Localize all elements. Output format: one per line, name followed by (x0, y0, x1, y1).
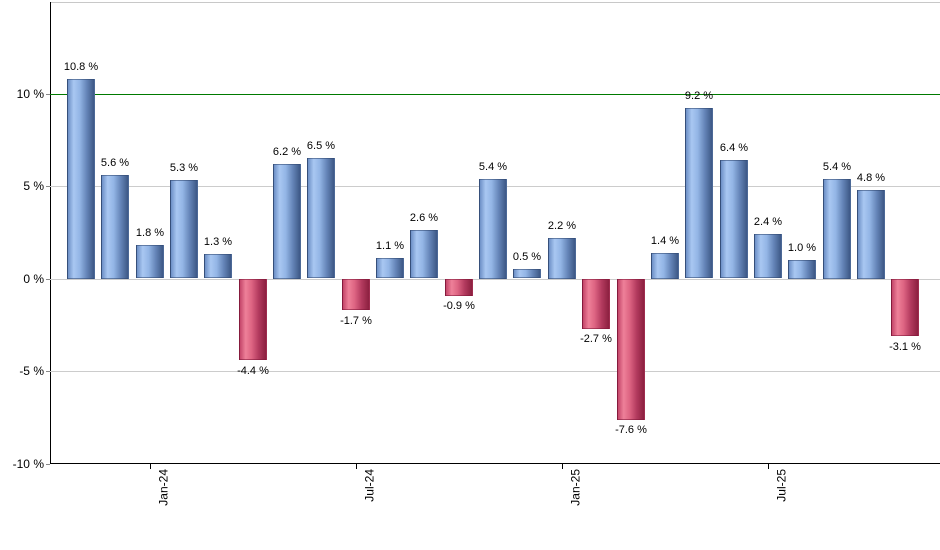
bar-value-label: -1.7 % (340, 315, 372, 327)
bar-value-label: 6.2 % (272, 146, 302, 158)
bar (376, 258, 404, 278)
bar (479, 179, 507, 279)
bar-value-label: 2.2 % (547, 220, 577, 232)
bar-value-label: 5.4 % (478, 161, 508, 173)
x-tick-label: Jan-25 (569, 469, 583, 506)
y-tick-mark (46, 464, 50, 465)
y-tick-label: 0 % (23, 272, 44, 286)
bar (136, 245, 164, 278)
bar (410, 230, 438, 278)
bar-value-label: 5.3 % (169, 162, 199, 174)
plot-top-border (50, 2, 940, 3)
x-tick-label: Jan-24 (157, 469, 171, 506)
bar (823, 179, 851, 279)
y-tick-label: 5 % (23, 179, 44, 193)
bar-value-label: -3.1 % (889, 341, 921, 353)
x-tick-mark (768, 463, 769, 469)
y-tick-label: -5 % (19, 364, 44, 378)
bar-value-label: 1.3 % (203, 236, 233, 248)
bar (204, 254, 232, 278)
y-tick-mark (46, 186, 50, 187)
bar (891, 279, 919, 336)
y-axis-line (50, 2, 51, 463)
y-tick-label: -10 % (12, 457, 44, 471)
bar-value-label: 9.2 % (684, 90, 714, 102)
bar-value-label: 10.8 % (63, 61, 99, 73)
x-tick-mark (150, 463, 151, 469)
bar-value-label: -0.9 % (443, 300, 475, 312)
bar (720, 160, 748, 278)
y-gridline (50, 371, 940, 372)
x-axis-line (50, 463, 940, 464)
bar (67, 79, 95, 279)
x-tick-mark (562, 463, 563, 469)
bar (342, 279, 370, 310)
bar (788, 260, 816, 279)
bar (239, 279, 267, 360)
bar (170, 180, 198, 278)
x-tick-label: Jul-24 (363, 469, 377, 502)
bar-value-label: 4.8 % (856, 172, 886, 184)
y-tick-mark (46, 279, 50, 280)
bar-value-label: 2.6 % (409, 212, 439, 224)
bar (101, 175, 129, 279)
bar (513, 269, 541, 278)
bar-value-label: 5.6 % (100, 157, 130, 169)
bar-value-label: 6.4 % (719, 142, 749, 154)
y-tick-label: 10 % (16, 87, 44, 101)
x-tick-mark (356, 463, 357, 469)
y-gridline (50, 279, 940, 280)
bar (307, 158, 335, 278)
y-tick-mark (46, 371, 50, 372)
bar-value-label: -4.4 % (237, 365, 269, 377)
bar (685, 108, 713, 278)
bar (617, 279, 645, 420)
reference-line-10pct (50, 94, 940, 95)
bar (582, 279, 610, 329)
bar (857, 190, 885, 279)
y-tick-mark (46, 94, 50, 95)
bar-value-label: 0.5 % (512, 251, 542, 263)
bar-value-label: 1.1 % (375, 240, 405, 252)
bar-value-label: -2.7 % (580, 333, 612, 345)
bar (754, 234, 782, 278)
bar (273, 164, 301, 279)
bar-value-label: -7.6 % (615, 424, 647, 436)
x-tick-label: Jul-25 (775, 469, 789, 502)
bar-value-label: 2.4 % (753, 216, 783, 228)
bar-value-label: 1.0 % (787, 242, 817, 254)
bar-value-label: 1.8 % (135, 227, 165, 239)
bar-value-label: 5.4 % (822, 161, 852, 173)
bar-value-label: 1.4 % (650, 235, 680, 247)
bar-value-label: 6.5 % (306, 140, 336, 152)
bar (548, 238, 576, 279)
bar (651, 253, 679, 279)
bar (445, 279, 473, 296)
